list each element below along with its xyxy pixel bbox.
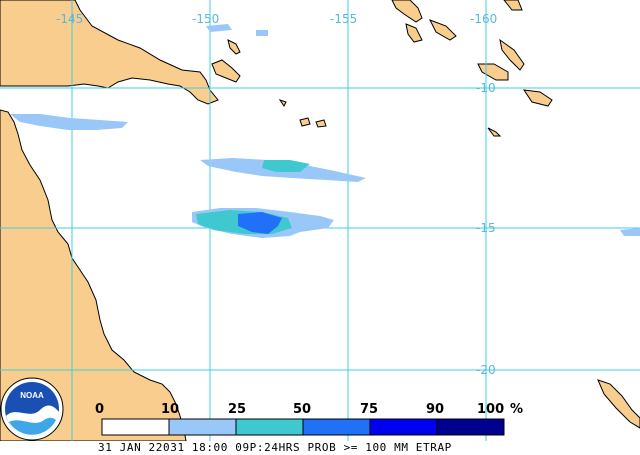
- noaa-logo: NOAA: [0, 377, 64, 441]
- latitude-labels: -10 -15 -20: [476, 81, 496, 377]
- legend-tick-90: 90: [426, 402, 444, 417]
- probability-bands: [10, 24, 640, 238]
- solomon-choiseul: [405, 23, 423, 43]
- legend-unit: %: [510, 402, 523, 417]
- band-east-light: [620, 228, 640, 236]
- islet-3: [278, 99, 287, 107]
- solomon-malaita: [499, 38, 525, 71]
- band-west-light: [10, 114, 128, 130]
- new-guinea: [0, 0, 219, 105]
- legend-tick-100: 100: [477, 402, 504, 417]
- legend-tick-25: 25: [228, 402, 246, 417]
- band-top-fragment: [206, 24, 232, 32]
- new-caledonia: [597, 379, 640, 429]
- solomon-bougainville: [391, 0, 423, 23]
- legend-bin-10-25: [168, 418, 237, 436]
- legend-bin-90-100: [436, 418, 505, 436]
- land-masses: [0, 0, 640, 442]
- legend-tick-10: 10: [161, 402, 179, 417]
- band-top-fragment-2: [256, 30, 268, 36]
- islet-1: [299, 117, 311, 127]
- lat-label-15: -15: [476, 221, 496, 235]
- lat-label-20: -20: [476, 363, 496, 377]
- legend-bin-0-10: [101, 418, 170, 436]
- new-ireland: [227, 39, 241, 55]
- lon-label-150: -150: [192, 12, 219, 26]
- solomon-isabel: [428, 19, 457, 41]
- solomon-east: [503, 0, 523, 11]
- longitude-labels: -145 -150 -155 -160: [56, 12, 497, 26]
- legend-bin-25-50: [235, 418, 304, 436]
- footer-caption: 31 JAN 22031 18:00 09P:24HRS PROB >= 100…: [98, 441, 452, 454]
- lon-label-160: -160: [470, 12, 497, 26]
- lon-label-145: -145: [56, 12, 83, 26]
- lat-label-10: -10: [476, 81, 496, 95]
- solomon-makira: [522, 89, 553, 107]
- legend-tick-50: 50: [293, 402, 311, 417]
- noaa-logo-text: NOAA: [20, 391, 44, 400]
- band-upper-mid: [262, 160, 310, 172]
- legend-bin-75-90: [369, 418, 438, 436]
- footer-caption-bar: 31 JAN 22031 18:00 09P:24HRS PROB >= 100…: [0, 441, 640, 455]
- new-britain: [211, 59, 241, 83]
- legend-bin-50-75: [302, 418, 371, 436]
- band-lower-high: [238, 212, 282, 234]
- australia: [0, 109, 187, 442]
- islet-4: [487, 127, 502, 137]
- lon-label-155: -155: [330, 12, 357, 26]
- legend: 0 10 25 50 75 90 100 %: [95, 402, 523, 436]
- legend-tick-75: 75: [360, 402, 378, 417]
- legend-tick-0: 0: [95, 402, 104, 417]
- islet-2: [315, 119, 327, 128]
